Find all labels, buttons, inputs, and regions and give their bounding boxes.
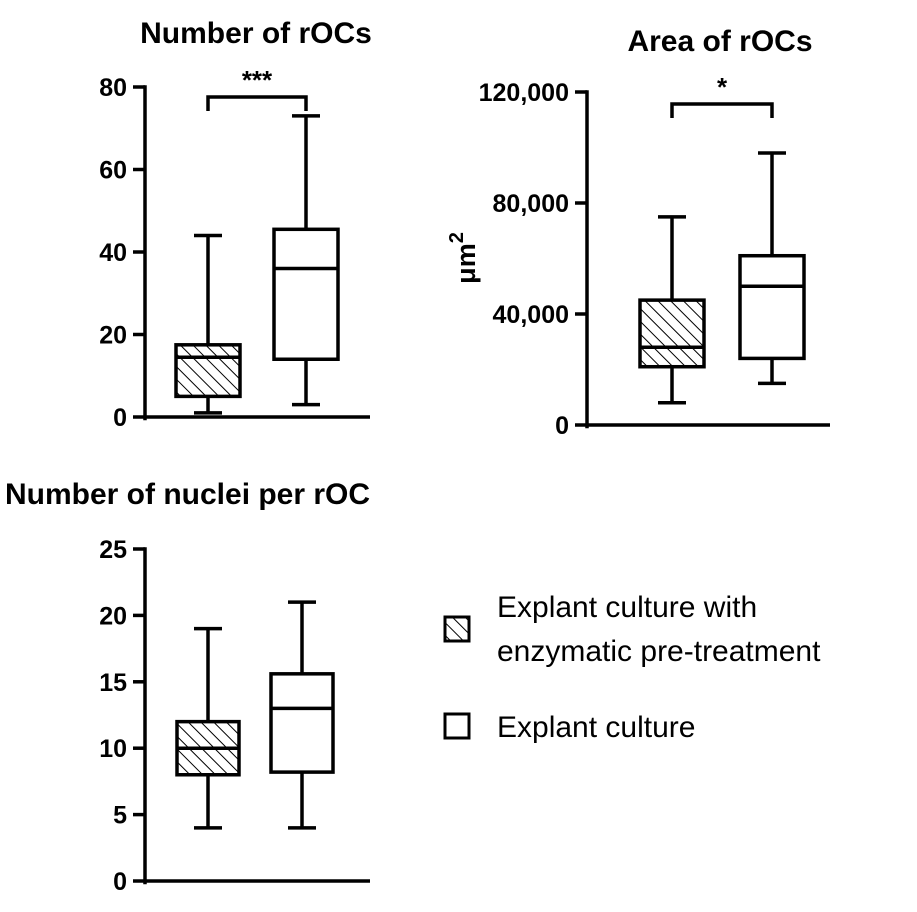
y-tick-label: 20 [99,322,127,350]
significance-bracket [206,95,308,111]
box-enzymatic [638,215,706,405]
y-axis-label-text: μm [451,243,481,284]
box-iqr [174,343,242,399]
legend-item-open: Explant culture [443,711,695,744]
y-tick-label: 20 [99,602,127,630]
chart-title: Number of rOCs [140,17,372,50]
significance-label: *** [242,65,273,95]
significance-label: * [717,72,728,102]
y-tick-label: 5 [113,802,127,830]
panel-area-of-rocs: Area of rOCs μm2 0 40,000 80,000 120,000 * [446,25,830,440]
legend-item-hatched: Explant culture with enzymatic pre-treat… [443,591,821,668]
legend-label-line-2: enzymatic pre-treatment [497,635,821,668]
legend-swatch-hatched [443,615,471,643]
y-tick-label: 0 [555,412,569,440]
y-tick-label: 60 [99,157,127,185]
box-enzymatic [175,626,241,830]
y-tick-label: 0 [113,868,127,896]
box-iqr [738,253,806,361]
y-tick-label: 10 [99,735,127,763]
y-tick-label: 120,000 [479,79,569,107]
panel-number-of-rocs: Number of rOCs 0 20 40 60 80 *** [99,17,372,432]
chart-title: Area of rOCs [627,25,812,58]
box-explant [738,151,806,386]
panel-nuclei-per-roc: Number of nuclei per rOC 0 5 10 15 20 25 [5,478,370,896]
y-tick-label: 15 [99,669,127,697]
legend: Explant culture with enzymatic pre-treat… [443,591,821,744]
legend-label-line-1: Explant culture with [497,591,757,624]
y-tick-label: 0 [113,404,127,432]
legend-label-line-1: Explant culture [497,711,695,744]
y-axis-label-superscript: 2 [446,232,468,243]
box-enzymatic [174,233,242,415]
y-axis-label: μm2 [446,232,481,284]
y-tick-label: 80 [99,74,127,102]
box-explant [269,600,335,830]
chart-title: Number of nuclei per rOC [5,478,370,511]
box-explant [272,114,340,407]
y-tick-label: 25 [99,536,127,564]
legend-swatch-open [443,712,471,740]
box-iqr [269,672,335,774]
box-iqr [638,298,706,369]
box-iqr [272,227,340,361]
y-tick-label: 40,000 [493,301,569,329]
significance-bracket [670,102,774,118]
y-tick-label: 80,000 [493,190,569,218]
y-tick-label: 40 [99,239,127,267]
